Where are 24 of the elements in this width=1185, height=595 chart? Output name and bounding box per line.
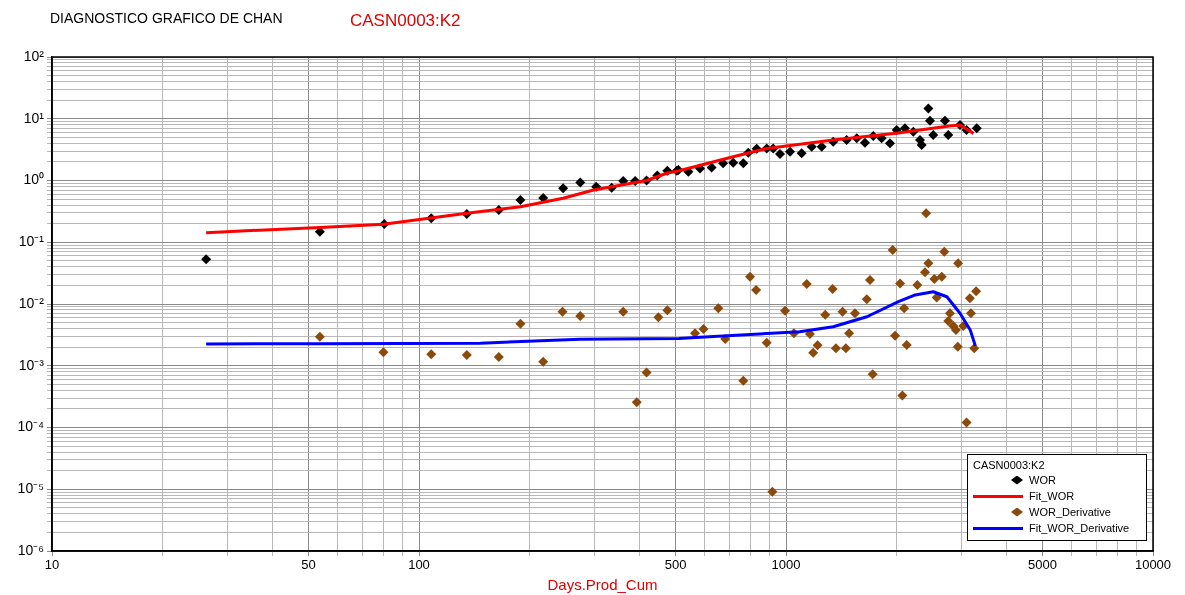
- legend-label: Fit_WOR: [1029, 490, 1075, 502]
- legend-label: WOR: [1029, 474, 1056, 486]
- x-tick-label: 10: [44, 557, 60, 573]
- legend-label: WOR_Derivative: [1029, 506, 1111, 518]
- x-tick-label: 10000: [1134, 557, 1172, 573]
- x-tick-label: 50: [301, 557, 316, 573]
- y-tick-label: 10⁻⁵: [17, 480, 44, 497]
- y-tick-label: 10⁻¹: [18, 233, 45, 250]
- y-tick-label: 10⁰: [23, 171, 44, 188]
- chart-title: DIAGNOSTICO GRAFICO DE CHAN: [50, 9, 283, 26]
- x-axis-title: Days.Prod_Cum: [547, 576, 658, 594]
- y-tick-label: 10⁻⁶: [17, 541, 44, 558]
- chart-subtitle: CASN0003:K2: [350, 10, 461, 30]
- x-tick-label: 1000: [771, 557, 801, 573]
- y-tick-label: 10⁻³: [18, 356, 45, 373]
- x-tick-label: 100: [408, 557, 430, 573]
- legend-title: CASN0003:K2: [972, 458, 1046, 472]
- x-tick-label: 5000: [1028, 557, 1057, 573]
- y-tick-label: 10⁻²: [18, 294, 45, 311]
- y-tick-label: 10²: [23, 47, 45, 64]
- y-tick-label: 10⁻⁴: [17, 418, 44, 435]
- x-tick-label: 500: [664, 557, 687, 573]
- legend-label: Fit_WOR_Derivative: [1029, 522, 1130, 534]
- y-tick-label: 10¹: [23, 109, 45, 126]
